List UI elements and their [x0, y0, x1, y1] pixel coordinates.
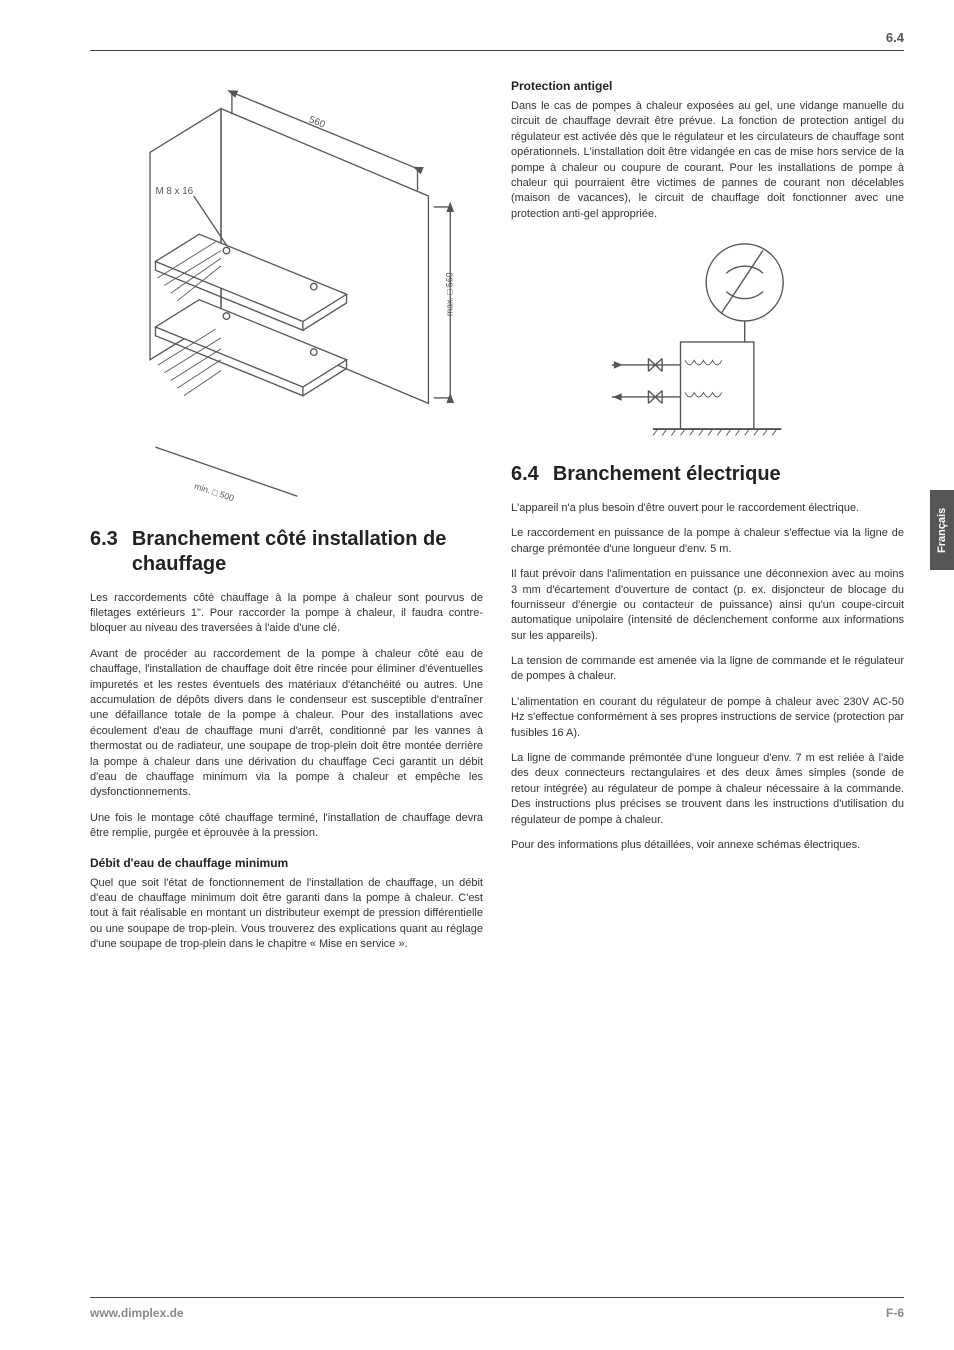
- figure-isometric-bracket: 560 M 8 x 16 min. □ 500 max. □ 560: [90, 65, 483, 507]
- fig1-label-top: 560: [307, 114, 327, 131]
- para-6-4-2: Le raccordement en puissance de la pompe…: [511, 526, 904, 557]
- page: 6.4 Français: [0, 0, 954, 1350]
- footer-page: F-6: [886, 1306, 904, 1320]
- heading-6-3-num: 6.3: [90, 527, 118, 577]
- fig1-label-min: min. □ 500: [193, 481, 235, 502]
- column-left: 560 M 8 x 16 min. □ 500 max. □ 560 6.3 B…: [90, 65, 483, 962]
- heading-6-4-title: Branchement électrique: [553, 462, 781, 487]
- heading-6-3: 6.3 Branchement côté installation de cha…: [90, 527, 483, 577]
- para-6-3-2: Avant de procéder au raccordement de la …: [90, 647, 483, 801]
- para-6-4-7: Pour des informations plus détaillées, v…: [511, 838, 904, 853]
- figure-schematic: [511, 232, 904, 448]
- heading-6-4: 6.4 Branchement électrique: [511, 462, 904, 487]
- para-6-3-3: Une fois le montage côté chauffage termi…: [90, 811, 483, 842]
- para-6-4-6: La ligne de commande prémontée d'une lon…: [511, 751, 904, 828]
- subheading-debit: Débit d'eau de chauffage minimum: [90, 856, 483, 870]
- para-debit: Quel que soit l'état de fonctionnement d…: [90, 876, 483, 953]
- fig1-label-max: max. □ 560: [444, 272, 454, 316]
- footer-url: www.dimplex.de: [90, 1306, 184, 1320]
- para-6-4-1: L'appareil n'a plus besoin d'être ouvert…: [511, 501, 904, 516]
- heading-6-3-title: Branchement côté installation de chauffa…: [132, 527, 483, 577]
- language-tab: Français: [930, 490, 954, 570]
- content-columns: 560 M 8 x 16 min. □ 500 max. □ 560 6.3 B…: [90, 65, 904, 962]
- footer: www.dimplex.de F-6: [90, 1297, 904, 1320]
- para-antigel: Dans le cas de pompes à chaleur exposées…: [511, 99, 904, 222]
- para-6-3-1: Les raccordements côté chauffage à la po…: [90, 591, 483, 637]
- column-right: Protection antigel Dans le cas de pompes…: [511, 65, 904, 962]
- fig1-label-bolt: M 8 x 16: [156, 186, 194, 197]
- subheading-antigel: Protection antigel: [511, 79, 904, 93]
- isometric-diagram-svg: 560 M 8 x 16 min. □ 500 max. □ 560: [90, 65, 483, 502]
- para-6-4-4: La tension de commande est amenée via la…: [511, 654, 904, 685]
- header-section-ref: 6.4: [886, 30, 904, 45]
- para-6-4-3: Il faut prévoir dans l'alimentation en p…: [511, 567, 904, 644]
- heading-6-4-num: 6.4: [511, 462, 539, 487]
- schematic-svg: [598, 232, 818, 443]
- header-rule: [90, 50, 904, 51]
- para-6-4-5: L'alimentation en courant du régulateur …: [511, 695, 904, 741]
